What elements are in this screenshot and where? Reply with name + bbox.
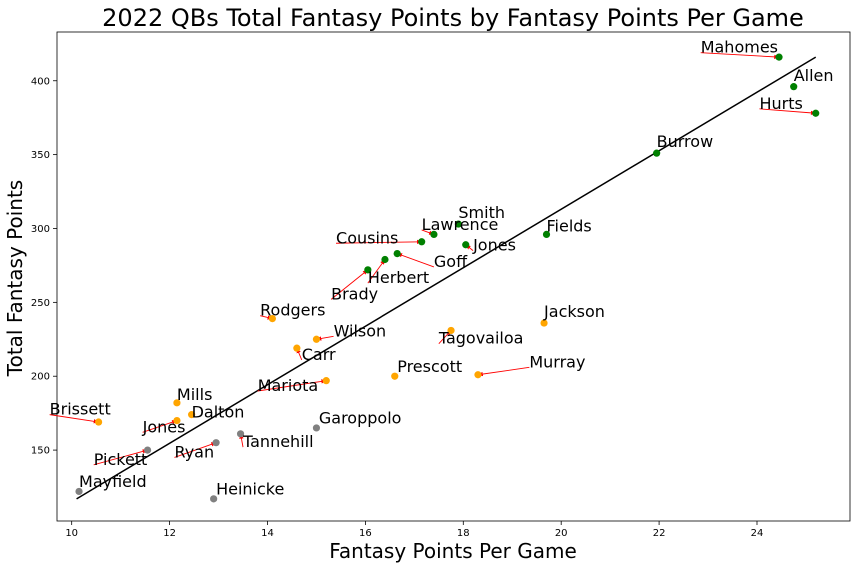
point-label: Ryan	[174, 442, 214, 461]
data-point	[188, 411, 196, 419]
point-label: Lawrence	[422, 215, 499, 234]
data-point	[474, 371, 482, 379]
point-label: Wilson	[334, 321, 387, 340]
data-point	[173, 399, 181, 407]
point-label: Jones	[142, 417, 186, 436]
data-point	[95, 418, 103, 426]
point-label: Fields	[547, 216, 592, 235]
annotation-arrow	[257, 379, 327, 392]
data-point	[236, 430, 245, 438]
data-point	[790, 83, 798, 91]
data-point	[393, 250, 401, 258]
plot-frame	[56, 31, 851, 522]
data-point	[447, 326, 455, 335]
data-point	[268, 315, 276, 323]
annotation-arrow	[367, 259, 386, 284]
point-label: Mahomes	[701, 38, 778, 57]
y-tick-label: 250	[31, 298, 50, 309]
data-point	[210, 495, 218, 503]
data-point	[430, 230, 438, 238]
data-point	[391, 372, 399, 380]
point-label: Tannehill	[242, 432, 314, 451]
annotation-arrow	[93, 449, 149, 466]
point-label: Dalton	[192, 403, 245, 422]
y-tick-label: 400	[31, 76, 50, 87]
point-label: Herbert	[368, 268, 429, 287]
annotation-arrow	[142, 420, 178, 433]
annotation-arrow	[396, 253, 435, 268]
x-tick-label: 24	[751, 528, 764, 539]
annotation-arrow	[174, 442, 217, 458]
trend-line	[76, 56, 817, 500]
annotation-arrow	[700, 52, 780, 59]
point-label: Jones	[472, 236, 516, 255]
point-label: Goff	[434, 252, 468, 271]
x-tick-label: 18	[457, 528, 470, 539]
point-label: Pickett	[94, 450, 148, 469]
data-point	[364, 266, 372, 274]
data-point	[462, 241, 470, 249]
x-tick-label: 14	[261, 528, 274, 539]
point-label: Murray	[529, 352, 585, 371]
data-point	[812, 109, 820, 117]
point-label: Allen	[794, 66, 834, 85]
data-point	[312, 424, 321, 432]
data-point	[418, 238, 426, 246]
annotation-arrow	[49, 414, 100, 424]
data-point	[212, 439, 220, 447]
point-label: Carr	[302, 345, 336, 364]
data-point	[322, 377, 330, 385]
point-label: Smith	[458, 203, 505, 222]
point-label: Mariota	[258, 376, 319, 395]
annotation-arrow	[477, 366, 530, 377]
annotation-arrow	[759, 108, 817, 116]
point-label: Garoppolo	[319, 408, 402, 427]
x-tick-label: 22	[653, 528, 666, 539]
data-point	[540, 319, 548, 327]
point-label: Burrow	[657, 132, 714, 151]
y-tick-label: 350	[31, 150, 50, 161]
y-tick-label: 200	[31, 372, 50, 383]
data-point	[173, 416, 181, 425]
point-label: Mayfield	[79, 472, 147, 491]
data-point	[653, 149, 661, 157]
data-point	[312, 335, 321, 343]
point-label: Jackson	[543, 302, 605, 321]
point-label: Tagovailoa	[438, 329, 524, 348]
x-axis-label: Fantasy Points Per Game	[329, 539, 577, 563]
plot-area: 10 12 14 16 18 20 22 24 150 200 250 300 350 400 Mahome…	[31, 31, 851, 539]
point-label: Brady	[331, 284, 378, 303]
point-label: Hurts	[759, 94, 802, 113]
x-tick-label: 16	[359, 528, 372, 539]
chart-title: 2022 QBs Total Fantasy Points by Fantasy…	[102, 4, 804, 32]
point-label: Prescott	[397, 357, 462, 376]
point-label: Heinicke	[216, 479, 284, 498]
point-label: Rodgers	[260, 301, 325, 320]
point-label: Mills	[177, 385, 212, 404]
data-point	[143, 446, 152, 454]
data-point	[454, 220, 462, 228]
annotation-arrow	[330, 269, 369, 300]
x-tick-label: 10	[65, 528, 78, 539]
data-point	[542, 230, 551, 238]
x-tick-label: 12	[163, 528, 176, 539]
data-point	[75, 487, 83, 496]
y-tick-label: 300	[31, 224, 50, 235]
y-tick-label: 150	[31, 446, 50, 457]
data-point	[775, 53, 783, 61]
x-tick-label: 20	[555, 528, 568, 539]
annotation-arrow	[336, 239, 423, 245]
point-label: Brissett	[50, 400, 111, 419]
y-axis-label: Total Fantasy Points	[3, 180, 27, 377]
data-point	[293, 344, 301, 352]
point-label: Cousins	[336, 228, 398, 247]
data-point	[381, 255, 389, 264]
